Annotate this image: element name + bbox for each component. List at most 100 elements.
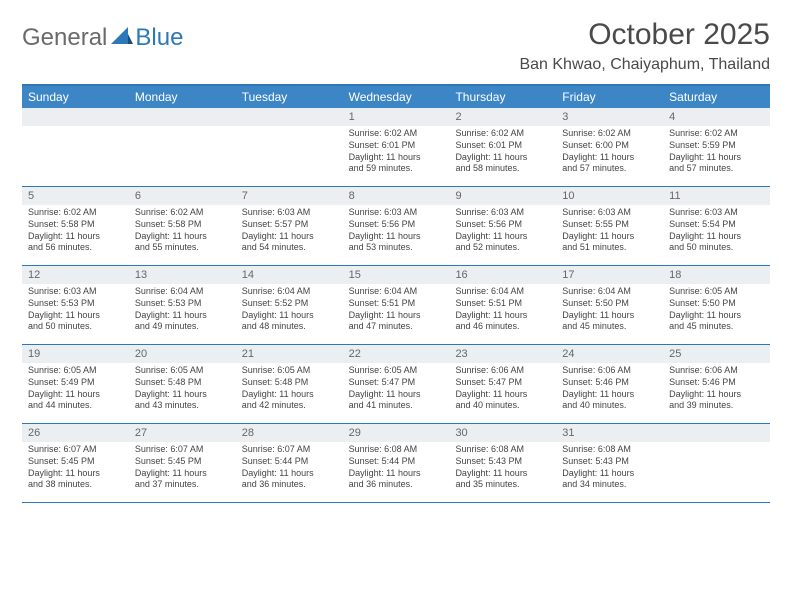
calendar-cell: 4Sunrise: 6:02 AMSunset: 5:59 PMDaylight… bbox=[663, 108, 770, 186]
cell-line: Sunrise: 6:06 AM bbox=[455, 365, 550, 377]
cell-line: Sunset: 5:58 PM bbox=[135, 219, 230, 231]
week-row: 26Sunrise: 6:07 AMSunset: 5:45 PMDayligh… bbox=[22, 424, 770, 503]
cell-line: and 51 minutes. bbox=[562, 242, 657, 254]
cell-line: and 57 minutes. bbox=[669, 163, 764, 175]
cell-line: Daylight: 11 hours bbox=[28, 468, 123, 480]
cell-line: Sunrise: 6:07 AM bbox=[135, 444, 230, 456]
cell-line: Sunrise: 6:08 AM bbox=[562, 444, 657, 456]
cell-line: and 47 minutes. bbox=[349, 321, 444, 333]
cell-line: Daylight: 11 hours bbox=[669, 310, 764, 322]
cell-line: Sunset: 5:51 PM bbox=[349, 298, 444, 310]
cell-line: Daylight: 11 hours bbox=[28, 389, 123, 401]
cell-body: Sunrise: 6:04 AMSunset: 5:50 PMDaylight:… bbox=[556, 284, 663, 337]
day-number: 26 bbox=[22, 424, 129, 442]
day-header-cell: Monday bbox=[129, 86, 236, 108]
cell-body: Sunrise: 6:03 AMSunset: 5:56 PMDaylight:… bbox=[343, 205, 450, 258]
cell-line: and 39 minutes. bbox=[669, 400, 764, 412]
day-header-cell: Friday bbox=[556, 86, 663, 108]
cell-line: Daylight: 11 hours bbox=[242, 231, 337, 243]
day-number: . bbox=[129, 108, 236, 126]
week-row: 12Sunrise: 6:03 AMSunset: 5:53 PMDayligh… bbox=[22, 266, 770, 345]
cell-line: Sunrise: 6:05 AM bbox=[669, 286, 764, 298]
cell-line: Sunrise: 6:08 AM bbox=[349, 444, 444, 456]
month-title: October 2025 bbox=[519, 18, 770, 52]
cell-line: Daylight: 11 hours bbox=[242, 389, 337, 401]
cell-line: and 59 minutes. bbox=[349, 163, 444, 175]
cell-line: Sunrise: 6:02 AM bbox=[349, 128, 444, 140]
cell-body: Sunrise: 6:03 AMSunset: 5:55 PMDaylight:… bbox=[556, 205, 663, 258]
day-number: 15 bbox=[343, 266, 450, 284]
cell-line: Daylight: 11 hours bbox=[455, 152, 550, 164]
calendar: SundayMondayTuesdayWednesdayThursdayFrid… bbox=[22, 84, 770, 503]
day-number: 13 bbox=[129, 266, 236, 284]
cell-line: Daylight: 11 hours bbox=[28, 231, 123, 243]
day-number: 11 bbox=[663, 187, 770, 205]
cell-line: Sunset: 5:55 PM bbox=[562, 219, 657, 231]
cell-body: Sunrise: 6:05 AMSunset: 5:47 PMDaylight:… bbox=[343, 363, 450, 416]
cell-line: Daylight: 11 hours bbox=[135, 310, 230, 322]
cell-line: and 57 minutes. bbox=[562, 163, 657, 175]
cell-line: and 50 minutes. bbox=[669, 242, 764, 254]
sail-icon bbox=[111, 24, 133, 52]
cell-line: and 45 minutes. bbox=[669, 321, 764, 333]
day-number: 30 bbox=[449, 424, 556, 442]
cell-body: Sunrise: 6:04 AMSunset: 5:51 PMDaylight:… bbox=[449, 284, 556, 337]
cell-body: Sunrise: 6:05 AMSunset: 5:50 PMDaylight:… bbox=[663, 284, 770, 337]
cell-line: Daylight: 11 hours bbox=[669, 231, 764, 243]
cell-body: Sunrise: 6:05 AMSunset: 5:48 PMDaylight:… bbox=[236, 363, 343, 416]
cell-line: Daylight: 11 hours bbox=[455, 310, 550, 322]
cell-line: Sunrise: 6:05 AM bbox=[349, 365, 444, 377]
calendar-cell: 7Sunrise: 6:03 AMSunset: 5:57 PMDaylight… bbox=[236, 187, 343, 265]
cell-line: Sunrise: 6:05 AM bbox=[242, 365, 337, 377]
cell-line: Sunrise: 6:03 AM bbox=[242, 207, 337, 219]
day-number: 22 bbox=[343, 345, 450, 363]
cell-body: Sunrise: 6:07 AMSunset: 5:45 PMDaylight:… bbox=[22, 442, 129, 495]
cell-body: Sunrise: 6:05 AMSunset: 5:48 PMDaylight:… bbox=[129, 363, 236, 416]
day-header-cell: Tuesday bbox=[236, 86, 343, 108]
cell-line: Sunrise: 6:06 AM bbox=[562, 365, 657, 377]
cell-line: Sunset: 5:48 PM bbox=[242, 377, 337, 389]
day-number: 10 bbox=[556, 187, 663, 205]
cell-line: Sunset: 5:54 PM bbox=[669, 219, 764, 231]
calendar-cell: 13Sunrise: 6:04 AMSunset: 5:53 PMDayligh… bbox=[129, 266, 236, 344]
cell-line: and 50 minutes. bbox=[28, 321, 123, 333]
day-number: 3 bbox=[556, 108, 663, 126]
cell-line: Daylight: 11 hours bbox=[562, 152, 657, 164]
brand-word2: Blue bbox=[135, 24, 183, 52]
calendar-cell: 8Sunrise: 6:03 AMSunset: 5:56 PMDaylight… bbox=[343, 187, 450, 265]
cell-line: Daylight: 11 hours bbox=[135, 468, 230, 480]
cell-line: Daylight: 11 hours bbox=[349, 468, 444, 480]
cell-line: Daylight: 11 hours bbox=[455, 231, 550, 243]
cell-body: Sunrise: 6:03 AMSunset: 5:53 PMDaylight:… bbox=[22, 284, 129, 337]
day-number: 27 bbox=[129, 424, 236, 442]
calendar-cell: . bbox=[236, 108, 343, 186]
cell-line: Sunrise: 6:04 AM bbox=[349, 286, 444, 298]
cell-line: Sunset: 5:56 PM bbox=[455, 219, 550, 231]
cell-body: Sunrise: 6:06 AMSunset: 5:46 PMDaylight:… bbox=[556, 363, 663, 416]
cell-line: Sunrise: 6:03 AM bbox=[669, 207, 764, 219]
day-number: 20 bbox=[129, 345, 236, 363]
cell-body: Sunrise: 6:08 AMSunset: 5:44 PMDaylight:… bbox=[343, 442, 450, 495]
calendar-cell: 15Sunrise: 6:04 AMSunset: 5:51 PMDayligh… bbox=[343, 266, 450, 344]
cell-line: Sunrise: 6:08 AM bbox=[455, 444, 550, 456]
calendar-cell: 22Sunrise: 6:05 AMSunset: 5:47 PMDayligh… bbox=[343, 345, 450, 423]
cell-body: Sunrise: 6:06 AMSunset: 5:46 PMDaylight:… bbox=[663, 363, 770, 416]
cell-line: Sunset: 5:43 PM bbox=[455, 456, 550, 468]
cell-body bbox=[236, 126, 343, 132]
title-block: October 2025 Ban Khwao, Chaiyaphum, Thai… bbox=[519, 18, 770, 82]
cell-line: and 53 minutes. bbox=[349, 242, 444, 254]
day-header-row: SundayMondayTuesdayWednesdayThursdayFrid… bbox=[22, 86, 770, 108]
cell-line: Daylight: 11 hours bbox=[28, 310, 123, 322]
cell-body: Sunrise: 6:03 AMSunset: 5:57 PMDaylight:… bbox=[236, 205, 343, 258]
cell-line: Sunset: 5:46 PM bbox=[562, 377, 657, 389]
cell-line: Daylight: 11 hours bbox=[242, 310, 337, 322]
cell-line: Sunset: 5:48 PM bbox=[135, 377, 230, 389]
brand-word1: General bbox=[22, 24, 107, 52]
cell-line: and 34 minutes. bbox=[562, 479, 657, 491]
calendar-cell: 6Sunrise: 6:02 AMSunset: 5:58 PMDaylight… bbox=[129, 187, 236, 265]
calendar-cell: 19Sunrise: 6:05 AMSunset: 5:49 PMDayligh… bbox=[22, 345, 129, 423]
cell-body bbox=[129, 126, 236, 132]
cell-body: Sunrise: 6:03 AMSunset: 5:54 PMDaylight:… bbox=[663, 205, 770, 258]
day-number: 31 bbox=[556, 424, 663, 442]
location-text: Ban Khwao, Chaiyaphum, Thailand bbox=[519, 56, 770, 74]
